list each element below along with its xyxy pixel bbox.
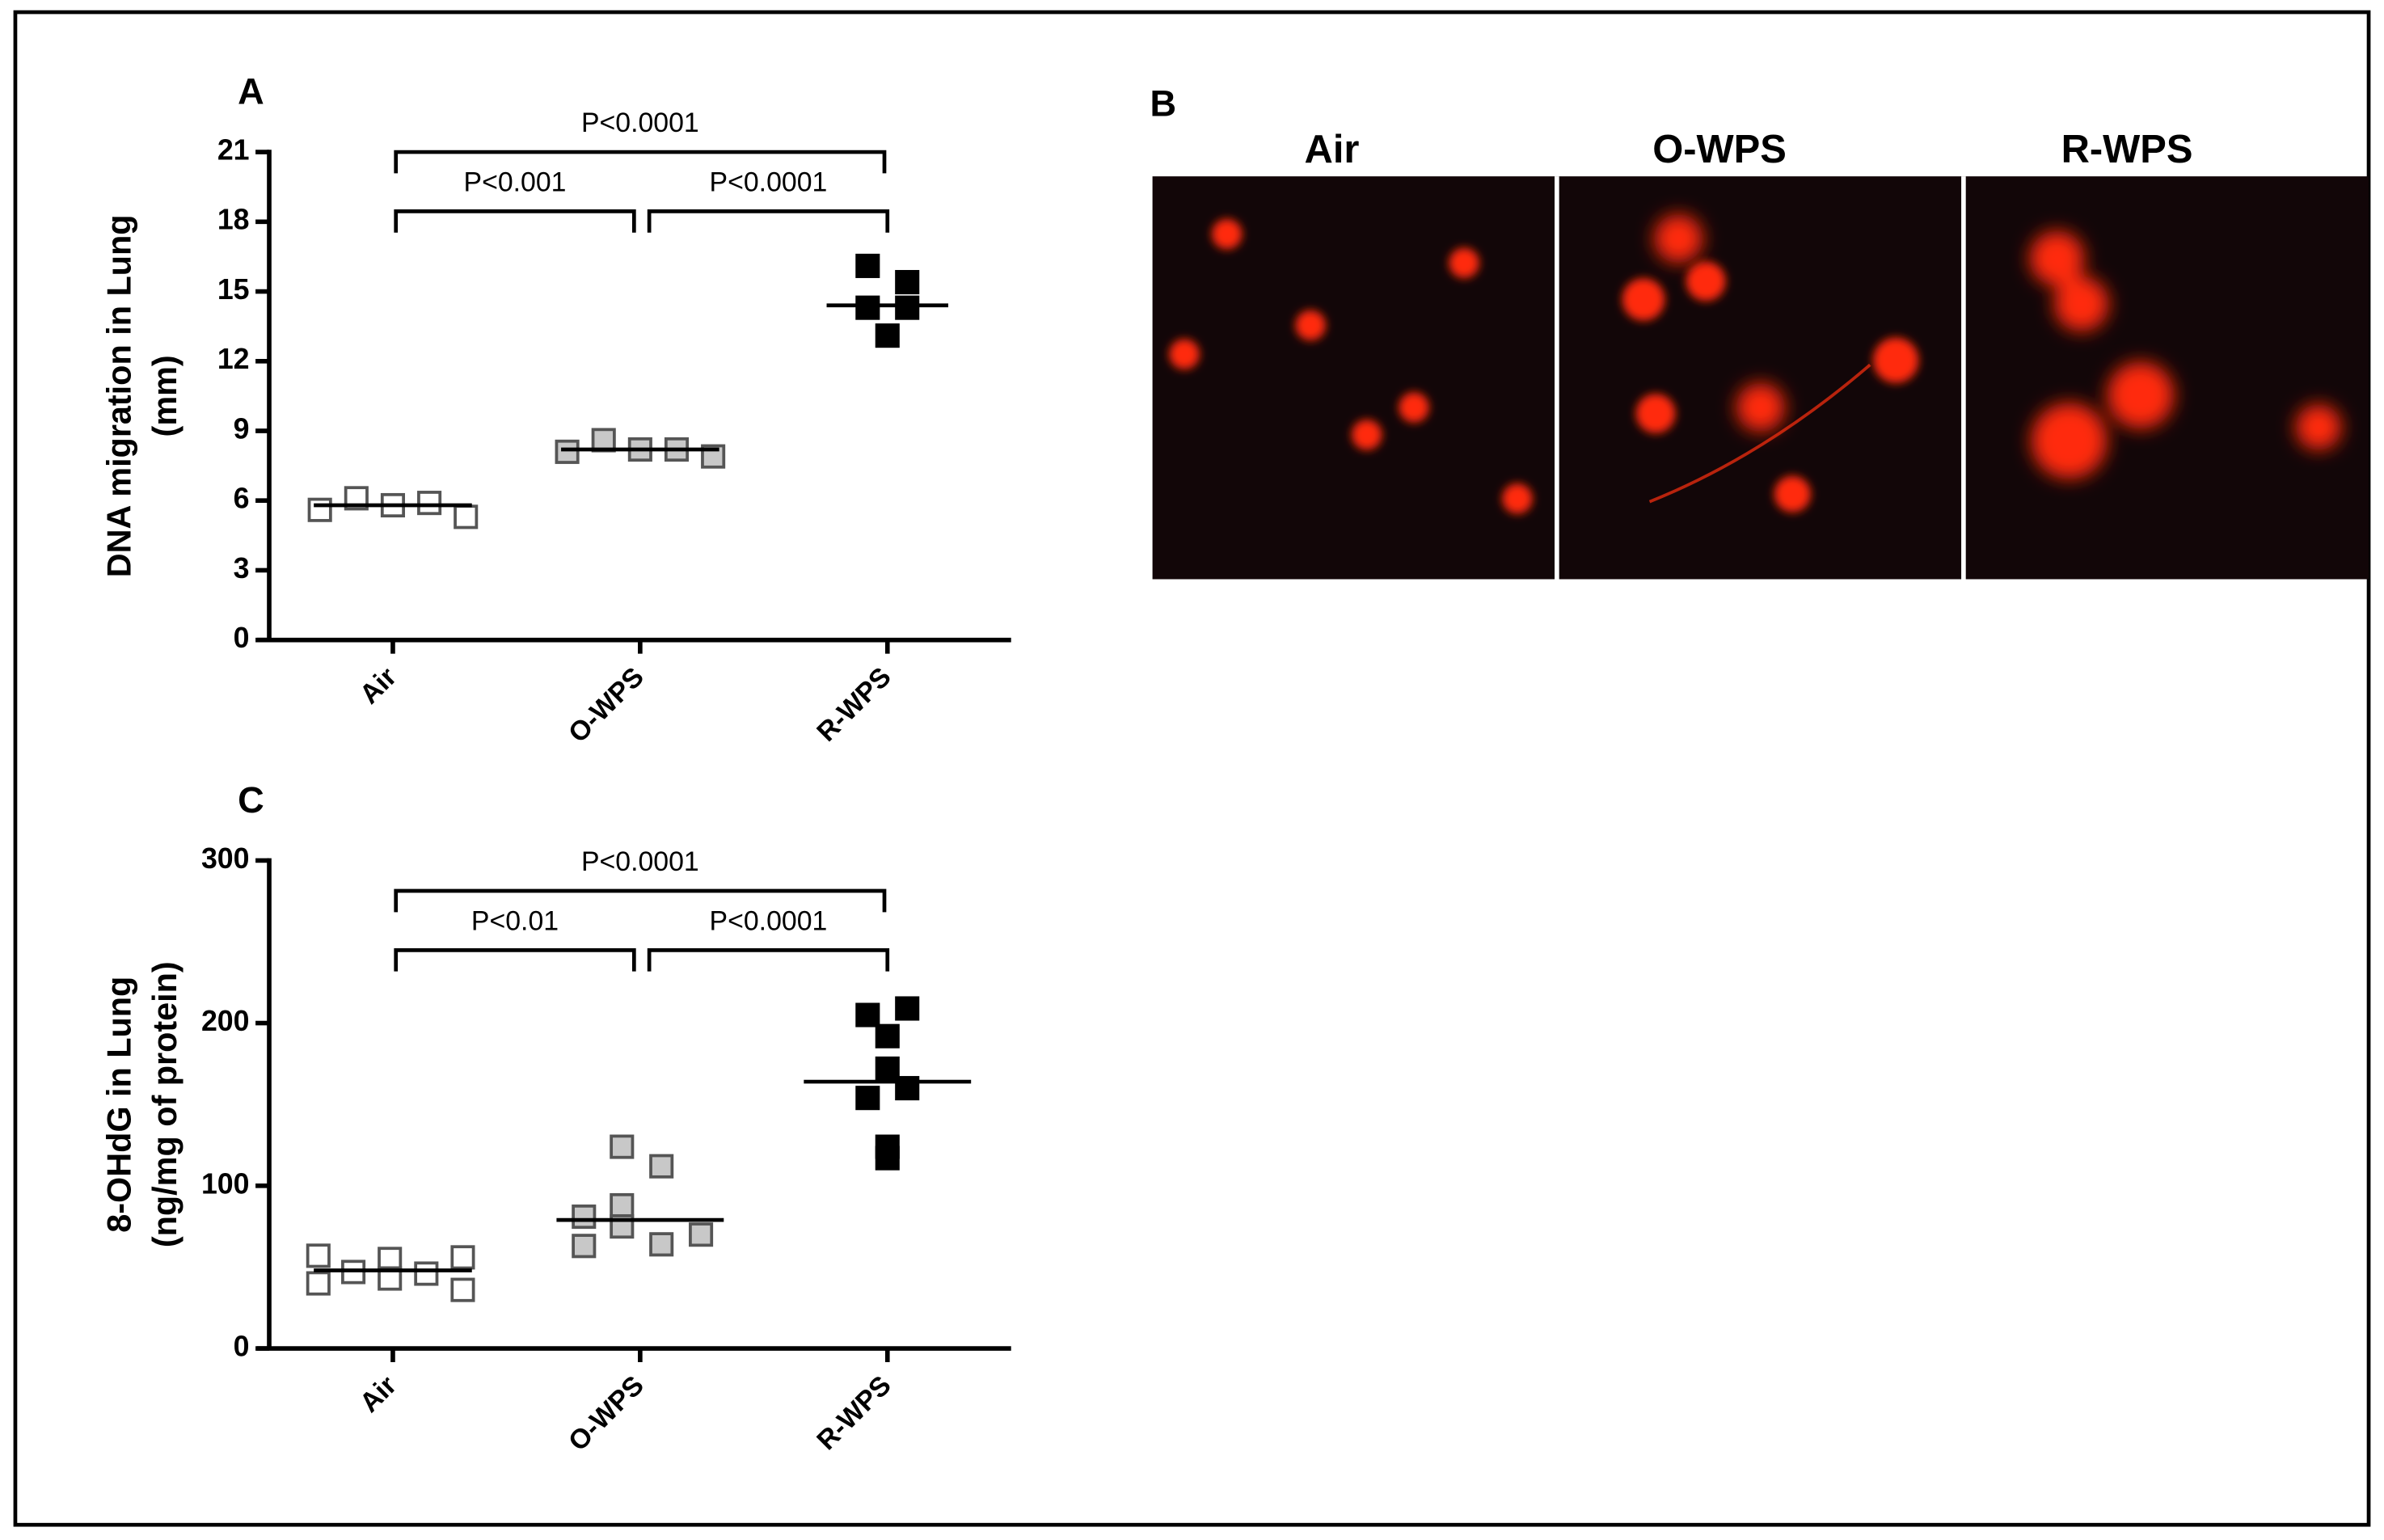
data-point bbox=[875, 1023, 900, 1048]
y-axis-label: (mm) bbox=[146, 355, 184, 437]
data-point bbox=[414, 1261, 439, 1286]
panel-label: B bbox=[1150, 83, 1176, 124]
y-tick-label: 15 bbox=[217, 273, 250, 306]
data-point bbox=[306, 1271, 331, 1296]
p-value: P<0.0001 bbox=[710, 167, 828, 197]
data-point bbox=[572, 1234, 597, 1259]
y-tick-label: 12 bbox=[217, 343, 250, 375]
x-tick-label: O-WPS bbox=[563, 661, 650, 749]
significance-bracket bbox=[394, 150, 887, 174]
data-point bbox=[572, 1205, 597, 1230]
data-point bbox=[649, 1232, 674, 1257]
y-axis-label: DNA migration in Lung bbox=[101, 214, 138, 577]
image-label: O-WPS bbox=[1652, 128, 1787, 171]
p-value: P<0.001 bbox=[464, 167, 567, 197]
x-tick-label: R-WPS bbox=[811, 661, 897, 748]
data-point bbox=[450, 1245, 475, 1270]
data-point bbox=[649, 1154, 674, 1179]
y-tick-label: 21 bbox=[217, 133, 250, 166]
data-point bbox=[610, 1192, 635, 1218]
data-point bbox=[875, 1056, 900, 1081]
x-tick-label: R-WPS bbox=[811, 1370, 897, 1457]
y-tick-label: 3 bbox=[234, 552, 250, 584]
x-tick-label: Air bbox=[354, 661, 403, 710]
significance-bracket bbox=[394, 209, 636, 233]
data-point bbox=[454, 504, 479, 530]
data-point bbox=[450, 1277, 475, 1302]
data-point bbox=[855, 295, 880, 320]
panel-label: A bbox=[238, 71, 264, 112]
data-point bbox=[875, 1146, 900, 1171]
data-point bbox=[307, 497, 332, 522]
y-tick-label: 6 bbox=[234, 483, 250, 515]
x-tick-label: Air bbox=[354, 1370, 403, 1419]
p-value: P<0.0001 bbox=[710, 905, 828, 936]
y-tick-label: 100 bbox=[201, 1167, 250, 1200]
significance-bracket bbox=[394, 947, 636, 972]
significance-bracket bbox=[647, 947, 890, 972]
data-point bbox=[855, 1002, 880, 1027]
data-point bbox=[855, 1086, 880, 1111]
data-point bbox=[417, 491, 442, 516]
image-label: R-WPS bbox=[2061, 128, 2193, 171]
y-tick-label: 0 bbox=[234, 622, 250, 654]
frame bbox=[13, 10, 2371, 1527]
data-point bbox=[689, 1222, 714, 1247]
image-label: Air bbox=[1305, 128, 1360, 171]
y-tick-label: 0 bbox=[234, 1330, 250, 1362]
data-point bbox=[855, 253, 880, 278]
y-tick-label: 300 bbox=[201, 842, 250, 875]
data-point bbox=[895, 295, 920, 320]
y-axis-label: 8-OHdG in Lung bbox=[101, 977, 138, 1233]
data-point bbox=[306, 1243, 331, 1268]
comet-images bbox=[1152, 176, 2369, 580]
y-tick-label: 200 bbox=[201, 1005, 250, 1037]
data-point bbox=[591, 428, 616, 453]
x-tick-label: O-WPS bbox=[563, 1370, 650, 1458]
p-value: P<0.01 bbox=[471, 905, 559, 936]
data-point bbox=[875, 323, 900, 348]
significance-bracket bbox=[647, 209, 890, 233]
data-point bbox=[555, 439, 580, 464]
y-tick-label: 18 bbox=[217, 204, 250, 236]
data-point bbox=[895, 269, 920, 295]
panel-label: C bbox=[238, 779, 264, 821]
p-value: P<0.0001 bbox=[581, 846, 699, 877]
p-value: P<0.0001 bbox=[581, 108, 699, 138]
y-axis-label: (ng/mg of protein) bbox=[146, 961, 184, 1247]
data-point bbox=[895, 996, 920, 1021]
data-point bbox=[610, 1134, 635, 1159]
significance-bracket bbox=[394, 888, 887, 913]
y-tick-label: 9 bbox=[234, 412, 250, 445]
